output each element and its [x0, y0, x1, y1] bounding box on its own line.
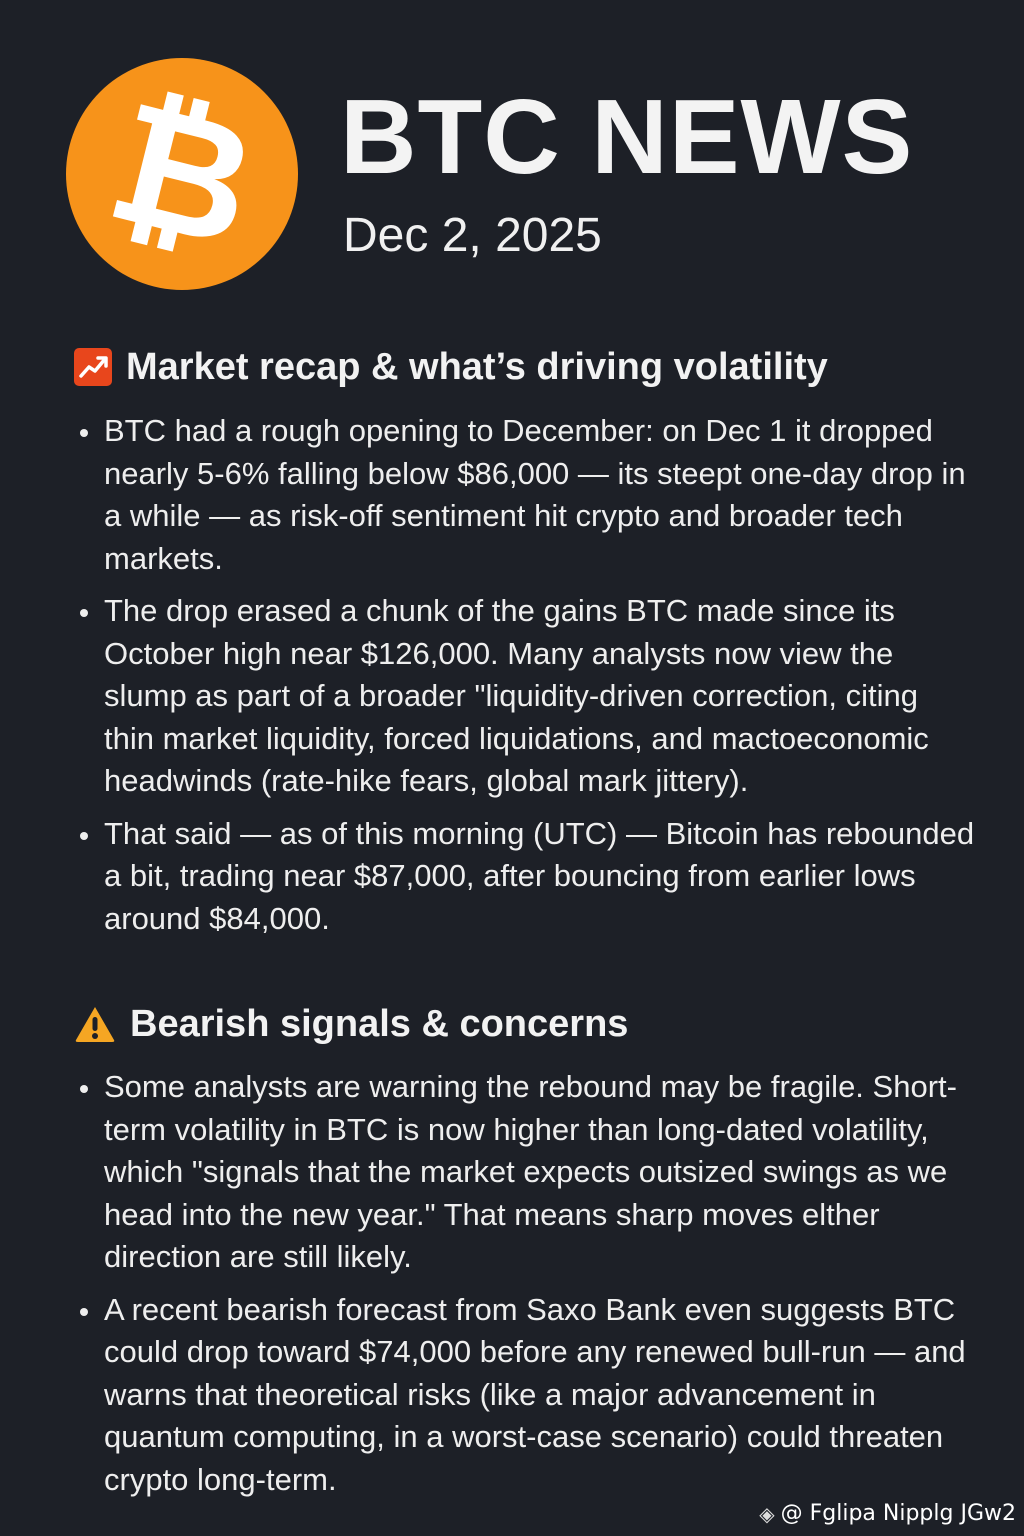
list-item: Some analysts are warning the rebound ma… — [76, 1066, 976, 1279]
bitcoin-symbol: ₿ — [91, 62, 273, 286]
section-heading-bearish-signals: Bearish signals & concerns — [74, 1005, 628, 1043]
list-item: BTC had a rough opening to December: on … — [76, 410, 976, 580]
list-item: The drop erased a chunk of the gains BTC… — [76, 590, 976, 803]
binance-diamond-icon: ◈ — [759, 1501, 775, 1526]
bearish-signals-list: Some analysts are warning the rebound ma… — [76, 1066, 976, 1511]
watermark-text: @ Fglipa Nipplg JGw2 — [780, 1501, 1016, 1526]
section-heading-text: Bearish signals & concerns — [130, 1003, 629, 1045]
chart-increasing-icon — [74, 348, 112, 386]
warning-icon — [75, 1007, 115, 1042]
bitcoin-logo-icon: ₿ — [66, 58, 298, 290]
section-heading-market-recap: Market recap & what’s driving volatility — [74, 348, 828, 386]
page-title: BTC NEWS — [340, 78, 914, 196]
post-date: Dec 2, 2025 — [343, 209, 602, 262]
market-recap-list: BTC had a rough opening to December: on … — [76, 410, 976, 950]
list-item: That said — as of this morning (UTC) — B… — [76, 813, 976, 941]
section-heading-text: Market recap & what’s driving volatility — [126, 346, 828, 388]
list-item: A recent bearish forecast from Saxo Bank… — [76, 1289, 976, 1502]
watermark: ◈ @ Fglipa Nipplg JGw2 — [759, 1501, 1016, 1526]
